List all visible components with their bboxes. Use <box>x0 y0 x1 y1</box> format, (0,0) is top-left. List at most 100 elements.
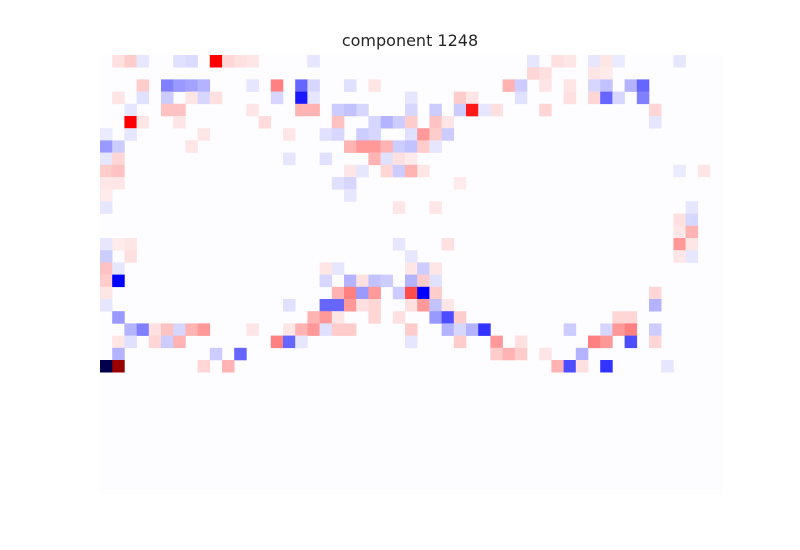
heatmap-cell <box>417 274 430 288</box>
heatmap-cell <box>173 79 186 92</box>
heatmap-cell <box>173 323 186 336</box>
heatmap-cell <box>441 299 455 312</box>
heatmap-cell <box>417 299 430 312</box>
heatmap-cell <box>173 335 186 349</box>
heatmap-cell <box>124 128 137 141</box>
heatmap-cell <box>112 347 125 361</box>
heatmap-cell <box>453 103 467 117</box>
heatmap-cell <box>575 347 589 361</box>
heatmap-cell <box>197 91 211 105</box>
heatmap-cell <box>453 323 467 336</box>
heatmap-cell <box>356 164 369 178</box>
heatmap-cell <box>405 103 418 117</box>
heatmap-cell <box>649 103 662 117</box>
heatmap-cell <box>112 360 125 373</box>
heatmap-cell <box>612 91 625 105</box>
heatmap-cell <box>112 140 125 153</box>
heatmap-cell <box>185 79 198 92</box>
heatmap-cell <box>344 140 357 153</box>
heatmap-cell <box>100 274 113 288</box>
heatmap-cell <box>466 323 479 336</box>
heatmap-cell <box>331 311 345 324</box>
heatmap-cell <box>624 79 638 92</box>
heatmap-cell <box>417 286 430 300</box>
heatmap-cell <box>319 299 333 312</box>
heatmap-cell <box>368 79 381 92</box>
heatmap-cell <box>344 323 357 336</box>
heatmap-cell <box>100 360 113 373</box>
heatmap-cell <box>258 116 272 129</box>
heatmap-cell <box>588 67 601 80</box>
heatmap-cell <box>307 79 320 92</box>
heatmap-cell <box>100 286 113 300</box>
heatmap-cell <box>685 250 699 263</box>
heatmap-cell <box>453 335 467 349</box>
heatmap-cell <box>575 360 589 373</box>
heatmap-cell <box>429 116 442 129</box>
heatmap-cell <box>685 213 699 227</box>
heatmap-cell <box>368 274 381 288</box>
heatmap-cell <box>331 286 345 300</box>
heatmap-cell <box>453 311 467 324</box>
heatmap-cell <box>539 103 552 117</box>
heatmap-cell <box>563 360 577 373</box>
heatmap-cell <box>368 116 381 129</box>
heatmap-cell <box>588 335 601 349</box>
heatmap-cell <box>441 311 455 324</box>
heatmap-cell <box>307 103 320 117</box>
heatmap-cell <box>344 299 357 312</box>
heatmap-cell <box>380 164 394 178</box>
heatmap-cell <box>405 335 418 349</box>
heatmap-cell <box>161 323 174 336</box>
heatmap-cell <box>478 103 491 117</box>
heatmap-cell <box>563 91 577 105</box>
heatmap-cell <box>136 116 150 129</box>
heatmap-cell <box>624 335 638 349</box>
heatmap-cell <box>124 116 137 129</box>
heatmap-cell <box>588 91 601 105</box>
heatmap-cell <box>649 286 662 300</box>
heatmap-cell <box>319 262 333 275</box>
heatmap-cell <box>405 164 418 178</box>
heatmap-cell <box>405 116 418 129</box>
heatmap-cell <box>209 55 223 68</box>
heatmap-cell <box>673 250 686 263</box>
heatmap-cell <box>295 323 308 336</box>
heatmap-cell <box>112 177 125 190</box>
heatmap-cell <box>295 335 308 349</box>
heatmap-cell <box>185 91 198 105</box>
heatmap-cell <box>185 323 198 336</box>
heatmap-cell <box>405 140 418 153</box>
heatmap-cell <box>173 103 186 117</box>
heatmap-cell <box>392 286 406 300</box>
heatmap-cell <box>380 116 394 129</box>
heatmap-cell <box>344 177 357 190</box>
heatmap-cell <box>453 91 467 105</box>
heatmap-cell <box>136 91 150 105</box>
heatmap-cell <box>392 152 406 166</box>
heatmap-cell <box>270 91 284 105</box>
heatmap-cell <box>563 55 577 68</box>
heatmap-cell <box>392 140 406 153</box>
heatmap-cell <box>380 140 394 153</box>
heatmap-cell <box>356 299 369 312</box>
heatmap-cell <box>331 262 345 275</box>
heatmap-cell <box>246 55 259 68</box>
heatmap-cell <box>600 335 613 349</box>
heatmap-cell <box>478 323 491 336</box>
heatmap-cell <box>331 177 345 190</box>
heatmap-cell <box>697 164 711 178</box>
heatmap-cell <box>624 311 638 324</box>
heatmap-cell <box>209 347 223 361</box>
heatmap-cell <box>112 55 125 68</box>
heatmap-cell <box>405 323 418 336</box>
heatmap-cell <box>466 91 479 105</box>
heatmap-cell <box>246 79 259 92</box>
heatmap-cell <box>356 286 369 300</box>
heatmap-cell <box>429 140 442 153</box>
heatmap-cell <box>441 238 455 251</box>
heatmap-cell <box>100 164 113 178</box>
heatmap-cell <box>429 311 442 324</box>
heatmap-cell <box>368 140 381 153</box>
heatmap-cell <box>466 103 479 117</box>
